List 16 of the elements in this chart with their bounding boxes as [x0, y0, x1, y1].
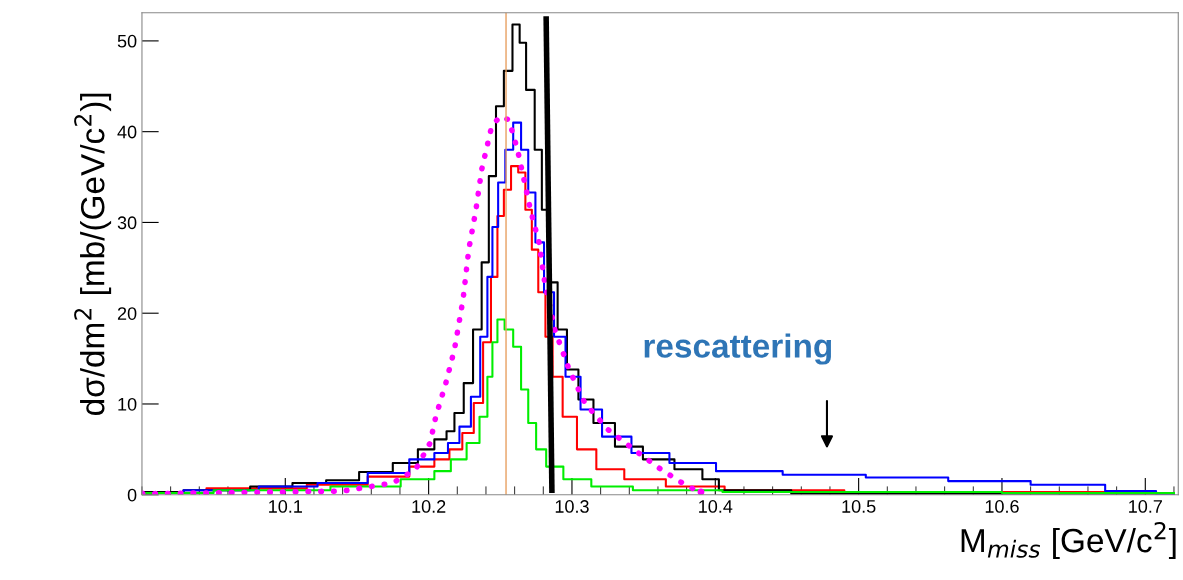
y-tick-label: 50 — [117, 34, 137, 48]
y-tick-label: 10 — [118, 397, 137, 411]
x-tick-label: 10.7 — [1129, 500, 1162, 513]
x-tick-label: 10.3 — [555, 500, 589, 513]
x-tick-label: 10.5 — [842, 500, 876, 513]
annotation: rescattering — [644, 333, 832, 365]
x-tick-label: 10.2 — [412, 500, 446, 513]
x-tick-label: 10.6 — [985, 500, 1019, 513]
y-tick-label: 30 — [117, 216, 137, 230]
y-axis-title: dσ/dm$^{2}$ [mb/(GeV/c$^{2}$)] — [74, 93, 112, 416]
x-tick-label: 10.1 — [269, 500, 302, 513]
x-axis-title: M$_{miss}$ [GeV/c$^{2}$] — [961, 521, 1176, 559]
y-tick-label: 0 — [127, 488, 137, 502]
y-tick-label: 40 — [117, 125, 137, 139]
x-tick-label: 10.4 — [699, 500, 733, 513]
y-tick-label: 20 — [117, 307, 137, 320]
